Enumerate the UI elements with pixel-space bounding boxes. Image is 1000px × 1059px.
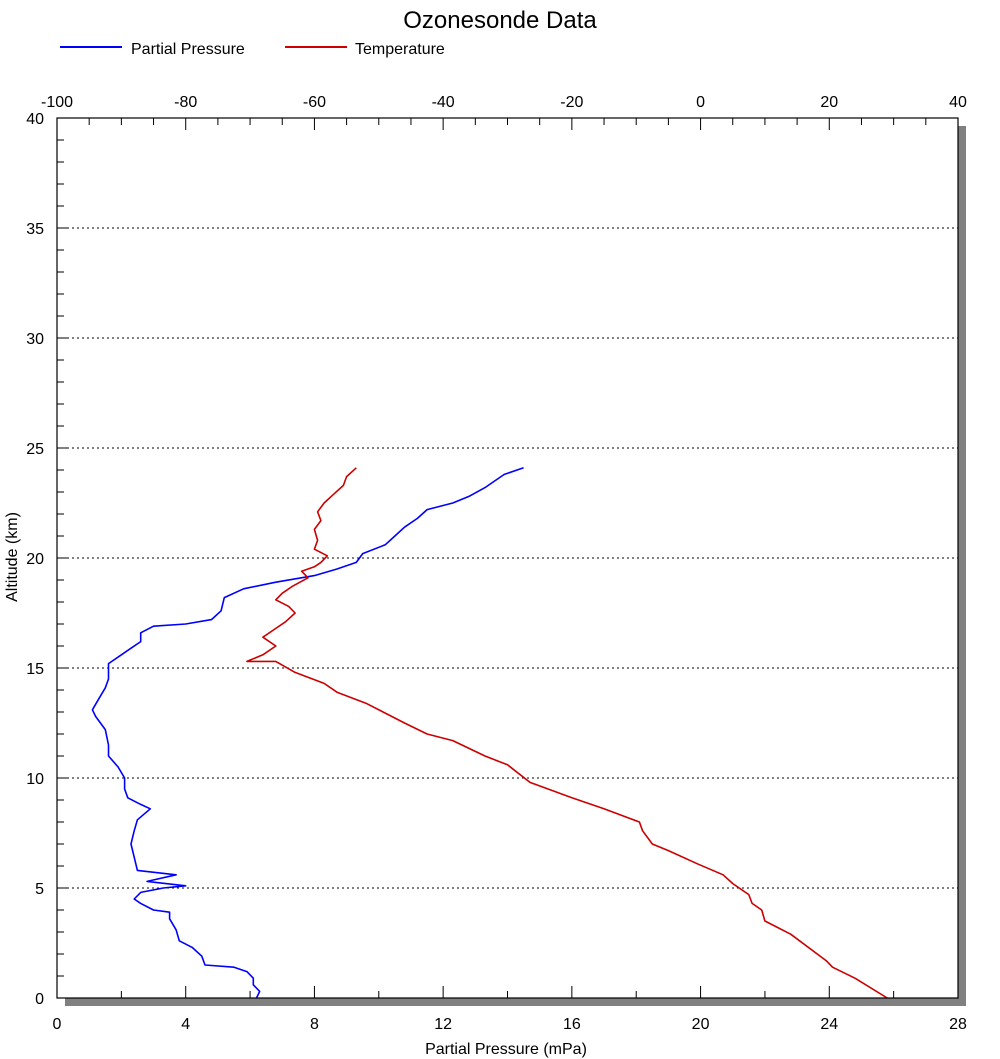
- x-top-tick-label-20: 20: [820, 94, 838, 111]
- x-top-tick-label-0: 0: [696, 94, 705, 111]
- x-top-tick-label--20: -20: [560, 94, 583, 111]
- shadow-right: [958, 126, 966, 1006]
- y-axis: 0 5 10 15 20 25 30 35 40: [26, 111, 69, 1008]
- x-axis-label: Partial Pressure (mPa): [425, 1041, 587, 1058]
- y-tick-label-0: 0: [35, 991, 44, 1008]
- y-tick-label-40: 40: [26, 111, 44, 128]
- y-tick-label-15: 15: [26, 661, 44, 678]
- legend: Partial Pressure Temperature: [60, 41, 445, 58]
- y-tick-label-25: 25: [26, 441, 44, 458]
- x-bottom-tick-label-8: 8: [310, 1016, 319, 1033]
- x-top-tick-label-40: 40: [949, 94, 967, 111]
- x-top-tick-label--40: -40: [432, 94, 455, 111]
- x-bottom-tick-label-16: 16: [563, 1016, 581, 1033]
- legend-label-partial-pressure: Partial Pressure: [131, 41, 245, 58]
- series-line-temperature: [246, 467, 888, 999]
- x-bottom-tick-label-0: 0: [53, 1016, 62, 1033]
- x-bottom-tick-label-20: 20: [692, 1016, 710, 1033]
- y-tick-label-20: 20: [26, 551, 44, 568]
- chart-title: Ozonesonde Data: [403, 7, 597, 34]
- y-tick-label-10: 10: [26, 771, 44, 788]
- x-bottom-tick-label-12: 12: [434, 1016, 452, 1033]
- y-axis-label: Altitude (km): [4, 512, 21, 602]
- x-bottom-tick-label-4: 4: [181, 1016, 190, 1033]
- series-layer: [91, 467, 888, 999]
- y-tick-label-5: 5: [35, 881, 44, 898]
- x-top-tick-label--100: -100: [41, 94, 73, 111]
- x-bottom-tick-label-24: 24: [820, 1016, 838, 1033]
- x-axis-top: -100 -80 -60 -40 -20 0 20 40: [41, 94, 967, 130]
- x-top-tick-label--60: -60: [303, 94, 326, 111]
- shadow-bottom: [65, 998, 966, 1006]
- series-line-partial-pressure: [91, 467, 524, 999]
- x-axis-bottom: 0 4 8 12 16 20 24 28: [53, 986, 967, 1033]
- legend-label-temperature: Temperature: [355, 41, 445, 58]
- x-top-tick-label--80: -80: [174, 94, 197, 111]
- x-bottom-tick-label-28: 28: [949, 1016, 967, 1033]
- y-tick-label-35: 35: [26, 221, 44, 238]
- plot-area-shadow: [57, 118, 966, 1006]
- y-tick-label-30: 30: [26, 331, 44, 348]
- gridlines: [57, 227, 958, 889]
